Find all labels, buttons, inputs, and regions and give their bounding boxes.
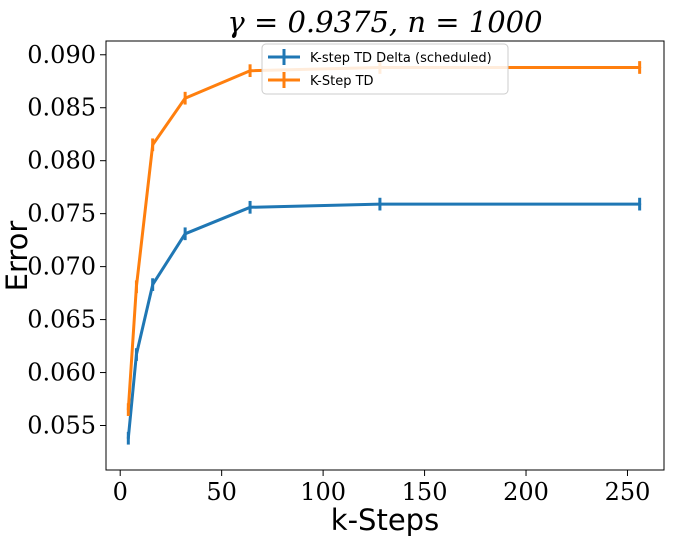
x-tick-label: 250 — [605, 478, 651, 506]
legend-label-1: K-Step TD — [310, 74, 374, 89]
y-tick-label: 0.070 — [27, 253, 96, 281]
y-tick-label: 0.065 — [27, 306, 96, 334]
y-tick-label: 0.060 — [27, 359, 96, 387]
y-tick-label: 0.075 — [27, 200, 96, 228]
y-tick-label: 0.080 — [27, 147, 96, 175]
axes: 0 50 100 150 200 250 0.055 0.060 0.065 0.070 0.075… — [27, 40, 665, 506]
x-tick-label: 150 — [402, 478, 448, 506]
series-line-1 — [126, 66, 642, 412]
chart-title: γ = 0.9375, n = 1000 — [227, 5, 542, 39]
plot-frame — [105, 40, 665, 471]
legend-label-0: K-step TD Delta (scheduled) — [310, 51, 492, 66]
x-tick-label: 200 — [503, 478, 549, 506]
series-line-0 — [126, 202, 642, 440]
y-tick-label: 0.055 — [27, 412, 96, 440]
x-tick-label: 0 — [113, 478, 128, 506]
y-axis-label: Error — [0, 221, 34, 292]
x-tick-label: 50 — [206, 478, 237, 506]
legend: K-step TD Delta (scheduled) K-Step TD — [261, 43, 509, 95]
x-tick-label: 100 — [300, 478, 346, 506]
plot-area — [126, 61, 642, 445]
y-tick-label: 0.085 — [27, 94, 96, 122]
y-tick-label: 0.090 — [27, 41, 96, 69]
legend-box — [261, 43, 509, 95]
x-axis-label: k-Steps — [331, 503, 439, 537]
